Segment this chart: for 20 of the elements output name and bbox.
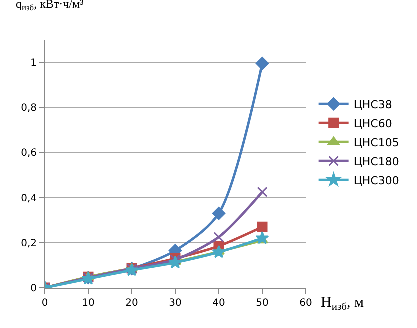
- x-tick-label: 40: [212, 298, 226, 309]
- y-tick-label: 0,6: [21, 148, 37, 160]
- legend-label: ЦНС38: [354, 98, 392, 112]
- y-tick-label: 1: [30, 58, 37, 70]
- x-tick-label: 60: [300, 298, 312, 309]
- y-tick-label: 0,4: [21, 193, 37, 204]
- legend-label: ЦНС105: [354, 136, 400, 150]
- y-tick-label: 0,2: [21, 238, 37, 250]
- legend-label: ЦНС300: [354, 174, 400, 188]
- x-axis-title: H$_{изб}$, м: [321, 295, 364, 314]
- x-tick-label: 30: [169, 298, 182, 309]
- y-tick-label: 0,8: [21, 103, 37, 114]
- x-tick-label: 50: [256, 298, 269, 309]
- legend-label: ЦНС180: [354, 155, 400, 168]
- x-tick-label: 0: [42, 298, 48, 309]
- x-tick-label: 20: [126, 298, 138, 309]
- legend-label: ЦНС60: [354, 117, 392, 130]
- x-tick-label: 10: [82, 298, 95, 309]
- y-axis-title: q$_{изб}$, кВт·ч/м³: [16, 0, 84, 13]
- y-tick-label: 0: [30, 284, 37, 294]
